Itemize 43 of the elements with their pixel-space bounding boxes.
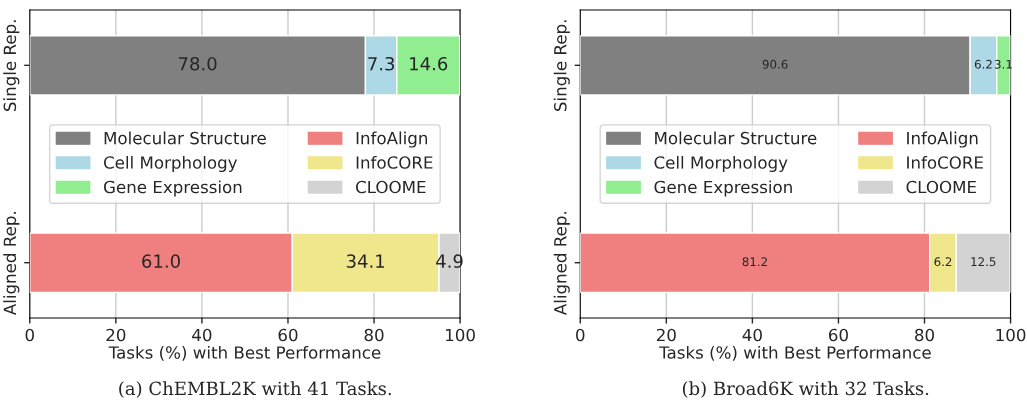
x-tick-label: 60	[278, 328, 298, 342]
legend-label: CLOOME	[356, 180, 426, 194]
y-tick-label: Aligned Rep.	[553, 212, 570, 316]
text: (a) ChEMBL2K with 41 Tasks.	[119, 381, 391, 398]
data-label: 61.0	[142, 254, 180, 268]
x-tick-label: 40	[192, 328, 212, 342]
legend-label: Molecular Structure	[655, 131, 817, 145]
x-tick-label: 80	[364, 328, 384, 342]
x-axis-title: Tasks (%) with Best Performance	[108, 345, 381, 361]
x-tick-label: 100	[446, 328, 475, 342]
data-label: 81.2	[742, 257, 767, 267]
x-tick-label: 0	[576, 328, 585, 342]
y-tick-label: Single Rep.	[3, 20, 20, 111]
legend-label: InfoAlign	[356, 131, 428, 148]
legend-label: InfoCORE	[356, 155, 433, 169]
legend-label: InfoAlign	[907, 131, 978, 148]
x-tick-label: 100	[996, 328, 1026, 342]
data-label: 90.6	[762, 59, 788, 69]
x-tick-label: 60	[829, 328, 848, 342]
legend-label: Cell Morphology	[654, 155, 788, 173]
y-tick-label: Single Rep.	[553, 20, 570, 111]
legend-label: CLOOME	[906, 180, 976, 194]
data-label: 3.1	[994, 59, 1012, 69]
x-tick-label: 40	[742, 328, 762, 342]
legend-label: InfoCORE	[907, 155, 983, 169]
x-tick-label: 20	[106, 328, 126, 342]
x-tick-label: 80	[915, 328, 934, 342]
x-axis-title: Tasks (%) with Best Performance	[659, 345, 931, 361]
text: (b) Broad6K with 32 Tasks.	[682, 381, 929, 398]
x-tick-label: 0	[25, 328, 34, 342]
data-label: 6.2	[974, 59, 992, 69]
legend-label: Cell Morphology	[103, 155, 238, 173]
legend-label: Gene Expression	[654, 180, 792, 197]
y-tick-label: Aligned Rep.	[3, 212, 20, 316]
data-label: 7.3	[368, 56, 395, 71]
legend-label: Molecular Structure	[104, 131, 266, 145]
x-tick-label: 20	[656, 328, 676, 342]
data-label: 14.6	[410, 56, 448, 71]
data-label: 6.2	[934, 257, 952, 267]
legend-label: Gene Expression	[103, 180, 242, 197]
data-label: 78.0	[178, 56, 217, 71]
data-label: 12.5	[971, 257, 996, 267]
data-label: 34.1	[346, 254, 385, 268]
